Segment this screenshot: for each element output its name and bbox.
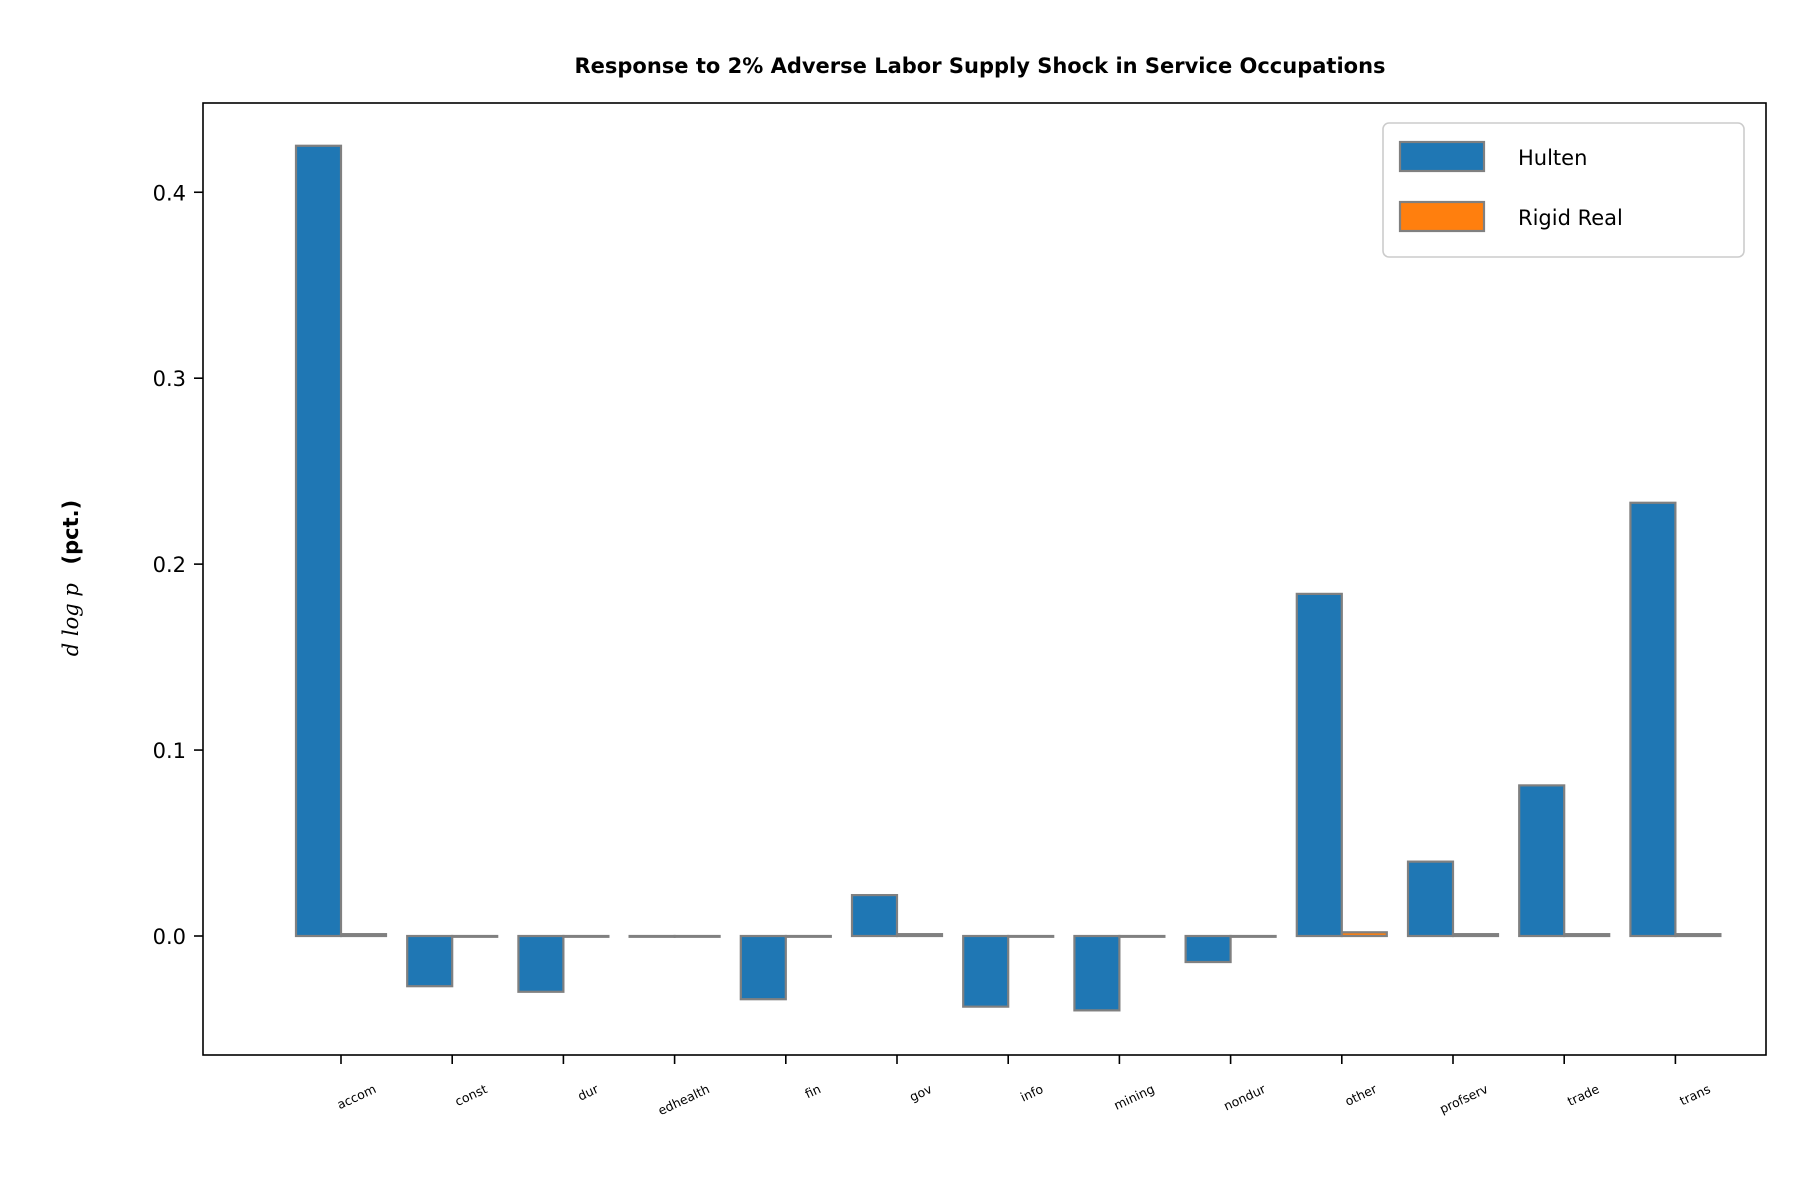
x-tick-label-edhealth: edhealth — [655, 1081, 711, 1118]
y-axis-label-unit: (pct.) — [59, 500, 83, 565]
bar-rigid-real-mining — [1118, 934, 1166, 938]
bar-rigid-real-trans — [1674, 933, 1722, 938]
y-axis-label: d log p (pct.) — [59, 500, 83, 656]
bar-rigid-real-trade — [1563, 933, 1611, 938]
legend-label-hulten: Hulten — [1518, 146, 1587, 170]
bar-hulten-nondur — [1184, 934, 1232, 964]
y-tick-label-0.1: 0.1 — [153, 739, 186, 763]
bar-hulten-other — [1295, 592, 1343, 938]
y-axis-label-math: d log p — [59, 583, 83, 656]
bar-hulten-const — [406, 934, 454, 988]
bar-hulten-trans — [1629, 501, 1677, 938]
legend-swatch-hulten — [1398, 140, 1486, 173]
plot-area — [294, 144, 1722, 1012]
bar-rigid-real-info — [1007, 934, 1055, 938]
bar-hulten-edhealth — [628, 934, 676, 938]
legend-label-rigid-real: Rigid Real — [1518, 206, 1623, 230]
bar-hulten-info — [962, 934, 1010, 1008]
legend-swatch-rigid-real — [1398, 200, 1486, 233]
bar-rigid-real-const — [451, 934, 499, 938]
x-tick-label-mining: mining — [1111, 1081, 1156, 1113]
x-axis: accom const dur edhealth fin gov info mining non… — [335, 1055, 1713, 1118]
x-tick-label-other: other — [1343, 1081, 1380, 1109]
y-tick-label-0.2: 0.2 — [153, 553, 186, 577]
bar-rigid-real-nondur — [1229, 934, 1277, 938]
bar-rigid-real-accom — [339, 933, 388, 938]
bar-hulten-gov — [850, 893, 899, 938]
x-tick-label-trans: trans — [1677, 1081, 1712, 1108]
bar-rigid-real-dur — [562, 934, 610, 938]
x-tick-label-trade: trade — [1565, 1081, 1602, 1109]
x-tick-label-dur: dur — [575, 1081, 601, 1104]
x-tick-label-const: const — [452, 1081, 489, 1109]
bar-rigid-real-gov — [895, 933, 944, 938]
x-tick-label-accom: accom — [335, 1081, 379, 1112]
y-axis: 0.0 0.1 0.2 0.3 0.4 — [153, 181, 203, 949]
bar-hulten-accom — [294, 144, 343, 938]
bar-hulten-fin — [739, 934, 787, 1001]
x-tick-label-info: info — [1018, 1081, 1046, 1105]
bar-rigid-real-edhealth — [673, 934, 721, 938]
bar-hulten-dur — [517, 934, 565, 993]
y-tick-label-0.3: 0.3 — [153, 367, 186, 391]
bar-hulten-profserv — [1406, 860, 1455, 938]
bar-hulten-trade — [1518, 784, 1566, 938]
x-tick-label-nondur: nondur — [1221, 1081, 1268, 1114]
x-tick-label-profserv: profserv — [1437, 1081, 1491, 1117]
bar-rigid-real-other — [1340, 931, 1388, 938]
x-tick-label-gov: gov — [907, 1081, 935, 1105]
axes-frame — [202, 102, 1767, 1056]
legend: Hulten Rigid Real — [1382, 122, 1745, 258]
bar-hulten-mining — [1073, 934, 1121, 1012]
chart-title: Response to 2% Adverse Labor Supply Shoc… — [574, 54, 1385, 78]
x-tick-label-fin: fin — [802, 1081, 823, 1101]
bar-rigid-real-profserv — [1451, 933, 1500, 938]
y-tick-label-0.0: 0.0 — [153, 925, 186, 949]
bar-rigid-real-fin — [784, 934, 832, 938]
y-tick-label-0.4: 0.4 — [153, 181, 186, 205]
